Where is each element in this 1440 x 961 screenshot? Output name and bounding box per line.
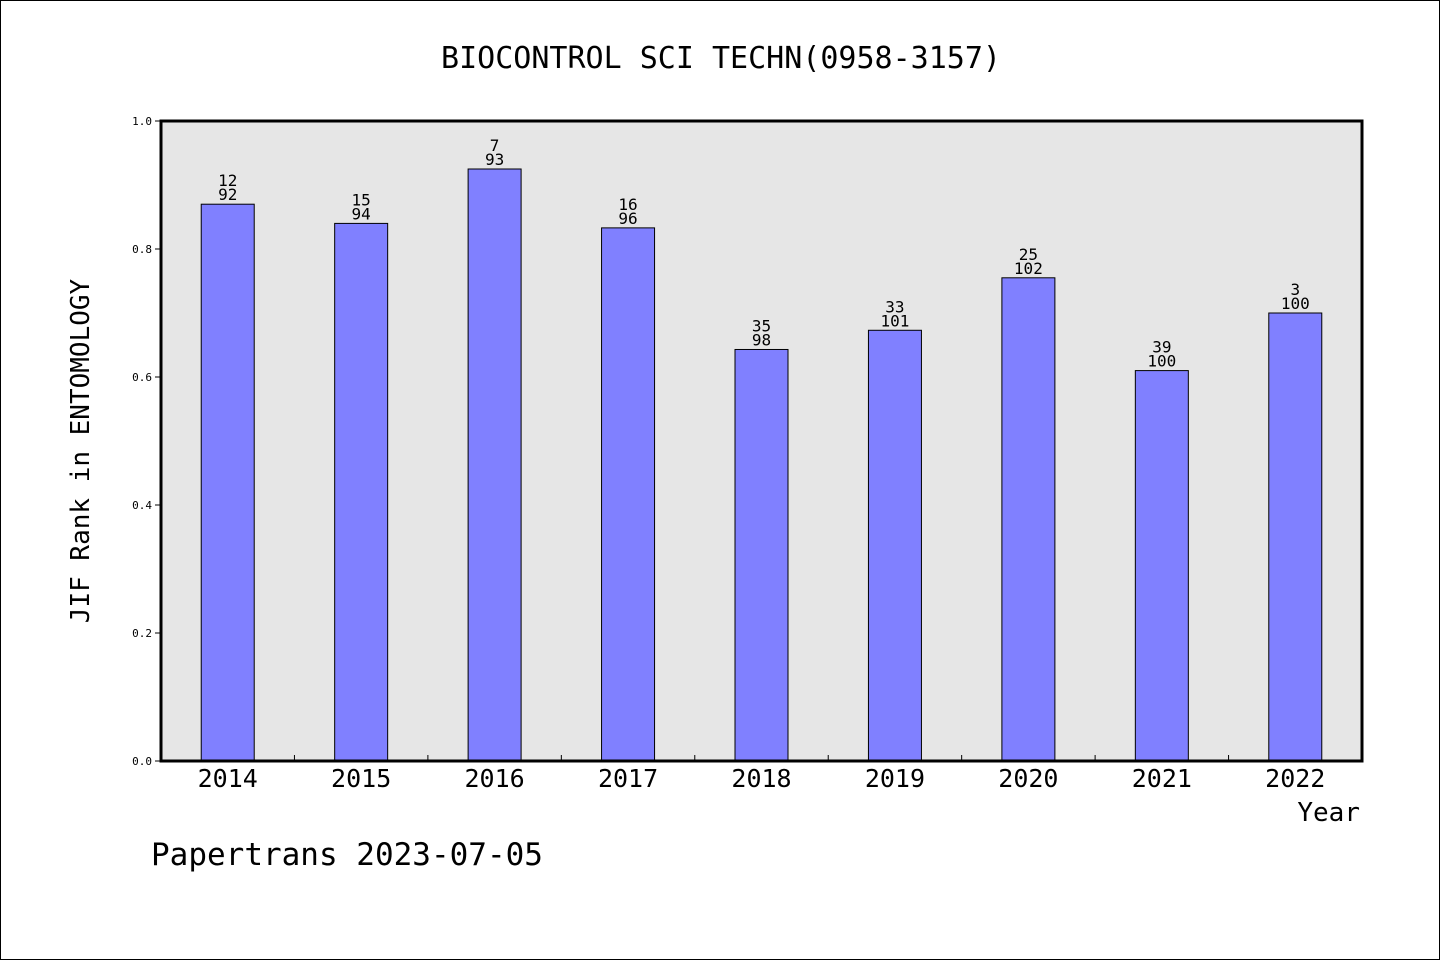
bar-label-total: 92 [218, 185, 237, 204]
y-axis-ticks: 0.0 0.2 0.4 0.6 0.8 1.0 [132, 115, 161, 768]
bar [1001, 277, 1056, 762]
x-tick-label: 2017 [598, 764, 658, 793]
x-tick-label: 2022 [1265, 764, 1325, 793]
bar-label-rank: 39 [1152, 338, 1171, 357]
bar [200, 203, 255, 762]
x-axis-ticks: 2014 2015 2016 2017 2018 2019 2020 2021 2022 [198, 755, 1325, 793]
bar [867, 329, 922, 762]
x-tick-label: 2014 [198, 764, 258, 793]
bar-label-rank: 25 [1019, 245, 1038, 264]
x-tick-label: 2015 [331, 764, 391, 793]
bars-group [200, 168, 1323, 762]
bar [467, 168, 522, 762]
chart-title: BIOCONTROL SCI TECHN(0958-3157) [441, 41, 1001, 76]
y-tick-label: 0.0 [132, 755, 152, 768]
x-tick-label: 2018 [731, 764, 791, 793]
bar-label-rank: 35 [752, 316, 771, 335]
bar-label-total: 93 [485, 150, 504, 169]
bar-label-total: 102 [1014, 259, 1043, 278]
footer-watermark: Papertrans 2023-07-05 [151, 837, 543, 873]
bar [1268, 312, 1323, 762]
bar-label-rank: 3 [1290, 280, 1300, 299]
x-axis-title: Year [1297, 798, 1360, 828]
bar [334, 222, 389, 762]
bar-label-total: 94 [352, 204, 371, 223]
bar-label-rank: 7 [490, 136, 500, 155]
x-tick-label: 2020 [998, 764, 1058, 793]
y-tick-label: 1.0 [132, 115, 152, 128]
x-tick-label: 2016 [465, 764, 525, 793]
bar-label-rank: 16 [618, 195, 637, 214]
y-tick-label: 0.4 [132, 499, 152, 512]
bar-label-total: 101 [880, 311, 909, 330]
y-tick-label: 0.6 [132, 371, 152, 384]
bar-label-rank: 12 [218, 171, 237, 190]
y-tick-label: 0.8 [132, 243, 152, 256]
bar [601, 227, 656, 762]
bar-label-rank: 15 [352, 190, 371, 209]
bar-label-rank: 33 [885, 297, 904, 316]
bar-label-total: 100 [1281, 294, 1310, 313]
x-tick-label: 2021 [1132, 764, 1192, 793]
bar-label-total: 98 [752, 330, 771, 349]
x-tick-label: 2019 [865, 764, 925, 793]
bar [734, 348, 789, 762]
plot-frame [159, 119, 1364, 763]
bar [1134, 370, 1189, 762]
bar-label-total: 96 [618, 209, 637, 228]
y-tick-label: 0.2 [132, 627, 152, 640]
y-axis-title: JIF Rank in ENTOMOLOGY [66, 278, 96, 623]
bar-label-total: 100 [1147, 352, 1176, 371]
